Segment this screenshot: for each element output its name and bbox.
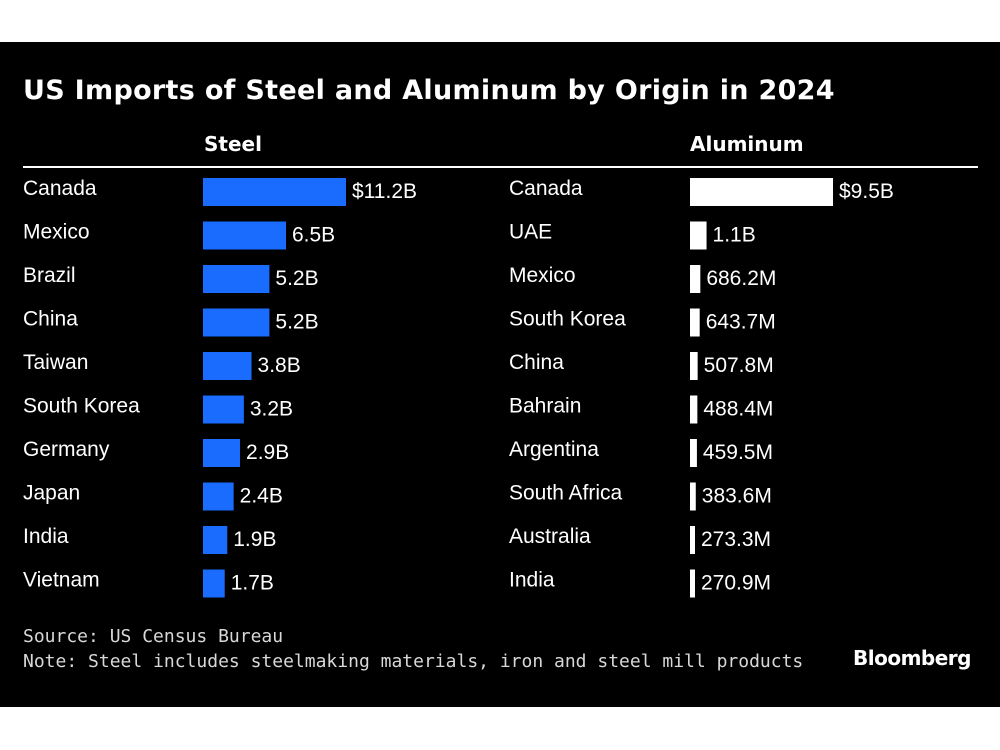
steel-bar xyxy=(203,221,286,250)
steel-bar xyxy=(203,395,244,424)
aluminum-category-label: UAE xyxy=(509,221,552,244)
chart-title: US Imports of Steel and Aluminum by Orig… xyxy=(23,75,835,106)
aluminum-value-label: 1.1B xyxy=(713,224,756,247)
aluminum-bar xyxy=(690,526,695,554)
steel-category-label: China xyxy=(23,308,78,331)
steel-category-label: Taiwan xyxy=(23,351,88,374)
aluminum-bar xyxy=(690,352,698,380)
steel-value-label: $11.2B xyxy=(352,180,417,203)
aluminum-bar xyxy=(690,395,698,424)
steel-bar xyxy=(203,526,228,554)
steel-bar xyxy=(203,569,225,598)
aluminum-value-label: 507.8M xyxy=(704,354,774,377)
aluminum-category-label: Bahrain xyxy=(509,395,581,418)
footnote: Note: Steel includes steelmaking materia… xyxy=(23,651,804,672)
steel-category-label: Germany xyxy=(23,438,110,461)
aluminum-category-label: Canada xyxy=(509,177,583,200)
aluminum-value-label: $9.5B xyxy=(839,180,894,203)
aluminum-category-label: China xyxy=(509,351,564,374)
aluminum-bar xyxy=(690,439,697,467)
steel-value-label: 1.7B xyxy=(231,572,274,595)
steel-bar xyxy=(203,265,270,293)
aluminum-value-label: 686.2M xyxy=(706,267,776,290)
steel-bar xyxy=(203,178,346,206)
chart-card: US Imports of Steel and Aluminum by Orig… xyxy=(0,42,1000,707)
aluminum-bar xyxy=(690,569,695,598)
steel-category-label: Mexico xyxy=(23,221,90,244)
aluminum-value-label: 488.4M xyxy=(703,398,773,421)
aluminum-bar xyxy=(690,221,707,250)
steel-value-label: 6.5B xyxy=(292,224,335,247)
steel-value-label: 3.8B xyxy=(258,354,301,377)
aluminum-category-label: India xyxy=(509,569,555,592)
aluminum-value-label: 270.9M xyxy=(701,572,771,595)
aluminum-category-label: Australia xyxy=(509,525,591,548)
aluminum-category-label: South Africa xyxy=(509,482,623,505)
aluminum-category-label: South Korea xyxy=(509,308,626,331)
steel-category-label: South Korea xyxy=(23,395,140,418)
steel-value-label: 5.2B xyxy=(275,267,318,290)
steel-value-label: 2.4B xyxy=(240,485,283,508)
aluminum-panel-title: Aluminum xyxy=(690,132,804,156)
aluminum-value-label: 273.3M xyxy=(701,528,771,551)
steel-category-label: Brazil xyxy=(23,264,76,287)
steel-value-label: 3.2B xyxy=(250,398,293,421)
steel-value-label: 5.2B xyxy=(275,311,318,334)
aluminum-bar xyxy=(690,308,700,337)
source-note: Source: US Census Bureau xyxy=(23,626,284,647)
aluminum-value-label: 643.7M xyxy=(706,311,776,334)
steel-bar xyxy=(203,439,241,467)
aluminum-bar xyxy=(690,265,701,293)
aluminum-value-label: 459.5M xyxy=(703,441,773,464)
steel-bar xyxy=(203,352,252,380)
bar-charts: Canada $11.2B Mexico 6.5B Brazil 5.2B China 5.2… xyxy=(23,177,894,598)
steel-category-label: Canada xyxy=(23,177,97,200)
aluminum-bar xyxy=(690,482,696,511)
steel-bar xyxy=(203,308,270,337)
steel-panel-title: Steel xyxy=(204,132,262,156)
steel-category-label: Vietnam xyxy=(23,569,100,592)
bloomberg-logo: Bloomberg xyxy=(853,646,971,670)
steel-value-label: 2.9B xyxy=(246,441,289,464)
aluminum-bar xyxy=(690,178,833,206)
header-rule xyxy=(23,166,978,168)
steel-value-label: 1.9B xyxy=(233,528,276,551)
steel-category-label: Japan xyxy=(23,482,80,505)
aluminum-value-label: 383.6M xyxy=(702,485,772,508)
aluminum-category-label: Argentina xyxy=(509,438,599,461)
steel-bar xyxy=(203,482,234,511)
aluminum-category-label: Mexico xyxy=(509,264,576,287)
steel-category-label: India xyxy=(23,525,69,548)
